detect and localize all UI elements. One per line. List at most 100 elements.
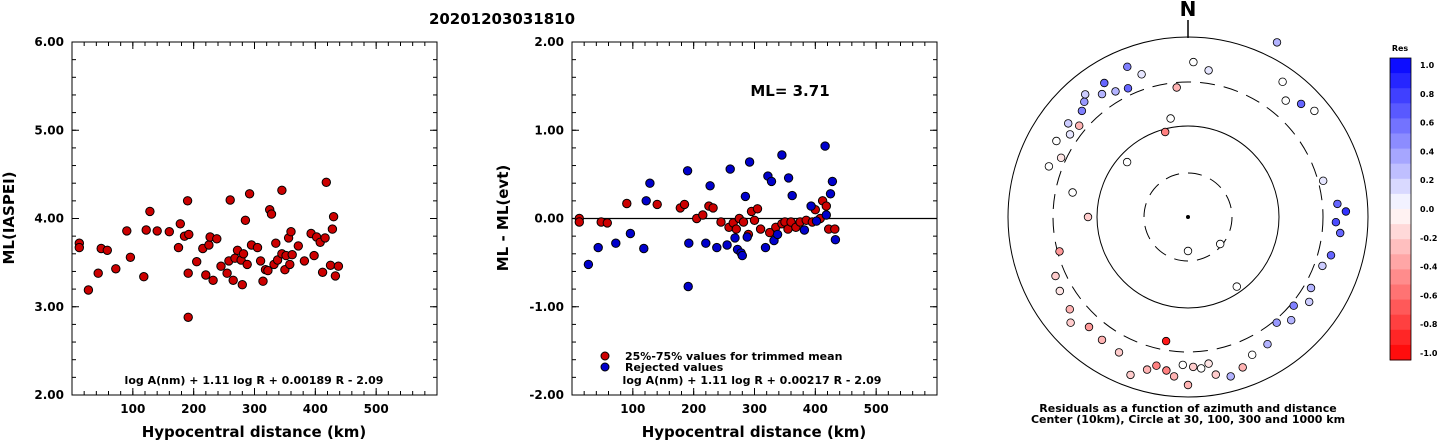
data-point	[766, 176, 777, 187]
data-point	[242, 259, 252, 270]
station-point	[1123, 84, 1133, 93]
data-point	[141, 225, 151, 235]
data-point	[682, 166, 693, 176]
station-point	[1044, 162, 1054, 171]
x-tick-label: 300	[242, 402, 267, 416]
data-point	[602, 218, 612, 228]
data-point	[287, 250, 297, 260]
data-point	[328, 212, 339, 222]
data-point	[173, 242, 184, 253]
data-point	[111, 264, 121, 274]
station-point	[1215, 239, 1225, 249]
data-point	[125, 252, 136, 262]
station-point	[1169, 372, 1179, 381]
station-point	[1097, 335, 1107, 345]
north-label: N	[1180, 0, 1197, 21]
station-point	[1310, 106, 1319, 116]
station-point	[1232, 282, 1241, 291]
data-point	[742, 232, 752, 242]
data-point	[772, 229, 783, 240]
colorbar-cell	[1390, 209, 1411, 225]
data-point	[277, 185, 287, 196]
data-point	[698, 210, 708, 220]
data-point	[83, 285, 94, 295]
station-point	[1052, 136, 1061, 146]
station-point	[1080, 90, 1090, 99]
data-point	[240, 215, 251, 226]
station-point	[1204, 66, 1213, 75]
data-point	[679, 199, 690, 210]
station-point	[1304, 297, 1314, 307]
colorbar-cell	[1390, 269, 1411, 285]
y-tick-label: 4.00	[34, 212, 64, 226]
station-point	[1183, 246, 1193, 256]
data-point	[74, 242, 85, 253]
colorbar-cell	[1390, 314, 1411, 331]
data-point	[811, 216, 822, 226]
data-point	[204, 240, 214, 250]
colorbar-label: 0.4	[1420, 147, 1435, 156]
station-point	[1077, 106, 1087, 116]
data-point	[208, 275, 218, 285]
data-point	[787, 190, 797, 201]
station-point	[1126, 370, 1135, 380]
data-point	[716, 217, 726, 227]
station-point	[1318, 176, 1328, 185]
data-point	[263, 265, 273, 276]
axis-ticks: -2.00 -1.00 0.00 1.00 2.00 100 200 300 400 500	[529, 35, 937, 416]
colorbar-label: -0.8	[1420, 320, 1437, 329]
data-point	[216, 261, 226, 271]
data-point	[645, 178, 655, 188]
colorbar-label: -1.0	[1420, 349, 1437, 358]
data-point	[299, 256, 310, 266]
station-point	[1196, 364, 1206, 373]
data-point	[201, 270, 211, 280]
station-point	[1211, 370, 1220, 379]
circle-300km	[1052, 81, 1324, 353]
data-point	[152, 226, 162, 236]
data-point	[701, 238, 711, 248]
station-point	[1341, 207, 1351, 216]
data-point	[271, 238, 281, 248]
x-tick-label: 400	[303, 402, 328, 416]
epicenter-dot	[1186, 215, 1190, 219]
colorbar-labels: 1.0 0.8 0.6 0.4 0.2 0.0 -0.2 -0.4 -0.6 -0.8 -1.0	[1420, 61, 1437, 358]
figure-title: 20201203031810	[429, 10, 575, 28]
data-point	[783, 173, 794, 183]
polar-caption-line2: Center (10km), Circle at 30, 100, 300 an…	[1031, 413, 1345, 426]
station-point	[1114, 348, 1124, 357]
residual-colorbar: Res 1.0 0.8 0.6 0.4 0.2 0.0 -0.2 -0.4 -0.6 -0.8 -1…	[1389, 44, 1437, 361]
station-point	[1084, 322, 1094, 332]
station-point	[1080, 97, 1089, 106]
data-point	[830, 235, 841, 245]
legend-rejected-label: Rejected values	[625, 361, 724, 374]
colorbar-cell	[1390, 299, 1411, 316]
y-tick-label: -1.00	[529, 300, 564, 314]
station-point	[1100, 78, 1109, 88]
x-tick-label: 500	[864, 402, 889, 416]
legend-trimmed-label: 25%-75% values for trimmed mean	[625, 350, 842, 363]
station-point	[1051, 271, 1060, 281]
data-point	[611, 238, 621, 248]
legend-swatch-rejected	[600, 362, 610, 372]
station-point	[1306, 283, 1316, 293]
data-point	[325, 260, 336, 270]
data-point	[102, 245, 113, 256]
colorbar-cell	[1390, 148, 1411, 165]
station-point	[1161, 336, 1171, 346]
circle-30km	[1143, 172, 1233, 262]
data-point	[237, 280, 248, 290]
y-tick-label: 6.00	[34, 35, 64, 49]
colorbar-title: Res	[1392, 44, 1409, 53]
data-point	[164, 227, 175, 237]
colorbar-cell	[1390, 344, 1411, 361]
legend-swatch-trimmed	[600, 351, 610, 361]
colorbar-label: 0.8	[1420, 90, 1435, 99]
data-point	[228, 275, 238, 285]
plot-frame	[71, 41, 438, 396]
station-point	[1263, 340, 1272, 349]
y-axis-label: ML - ML(evt)	[494, 165, 512, 271]
data-point	[583, 259, 594, 270]
data-point	[593, 242, 603, 253]
colorbar-cells	[1390, 58, 1411, 361]
